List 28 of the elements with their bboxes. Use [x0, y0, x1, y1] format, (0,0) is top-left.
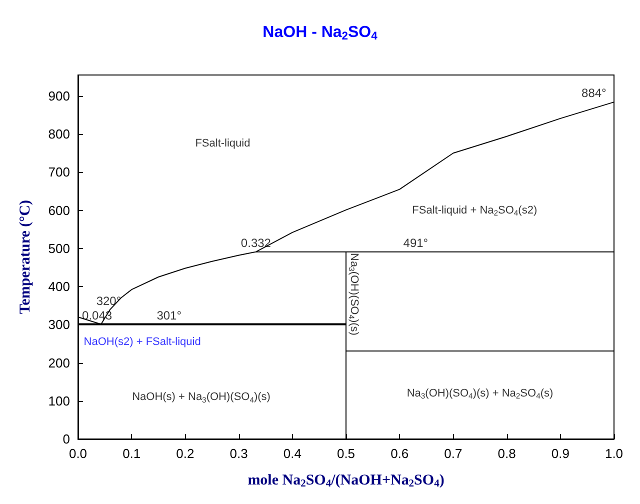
y-tick-label: 600 [48, 202, 70, 218]
y-tick-label: 300 [48, 317, 70, 332]
x-tick-label: 0.3 [230, 446, 248, 461]
annotation: 884° [582, 86, 607, 100]
y-axis-title: Temperature (°C) [18, 200, 34, 314]
y-tick-label: 200 [48, 355, 70, 370]
y-tick-label: 800 [48, 126, 70, 142]
y-tick-label: 900 [48, 88, 70, 104]
x-tick-label: 0.9 [551, 446, 570, 461]
x-tick-label: 0.5 [336, 446, 356, 461]
x-tick-label: 0.1 [122, 446, 141, 461]
annotation: NaOH(s2) + FSalt-liquid [84, 336, 201, 348]
x-tick-label: 0.6 [390, 446, 409, 461]
y-tick-label: 100 [48, 393, 70, 408]
annotation: 0.332 [240, 236, 272, 250]
y-tick-label: 0 [62, 432, 70, 446]
x-tick-label: 0.0 [68, 446, 88, 461]
y-tick-label: 700 [48, 164, 70, 180]
annotation: 491° [403, 236, 428, 250]
x-tick-label: 0.8 [498, 446, 516, 461]
annotation: 301° [156, 308, 182, 322]
y-tick-label: 500 [48, 240, 70, 256]
y-tick-label: 400 [48, 279, 70, 294]
x-tick-label: 0.7 [444, 446, 462, 461]
x-tick-label: 1.0 [604, 446, 624, 461]
x-tick-label: 0.2 [176, 446, 194, 461]
x-tick-label: 0.4 [283, 446, 302, 461]
annotation: FSalt-liquid [195, 138, 250, 150]
